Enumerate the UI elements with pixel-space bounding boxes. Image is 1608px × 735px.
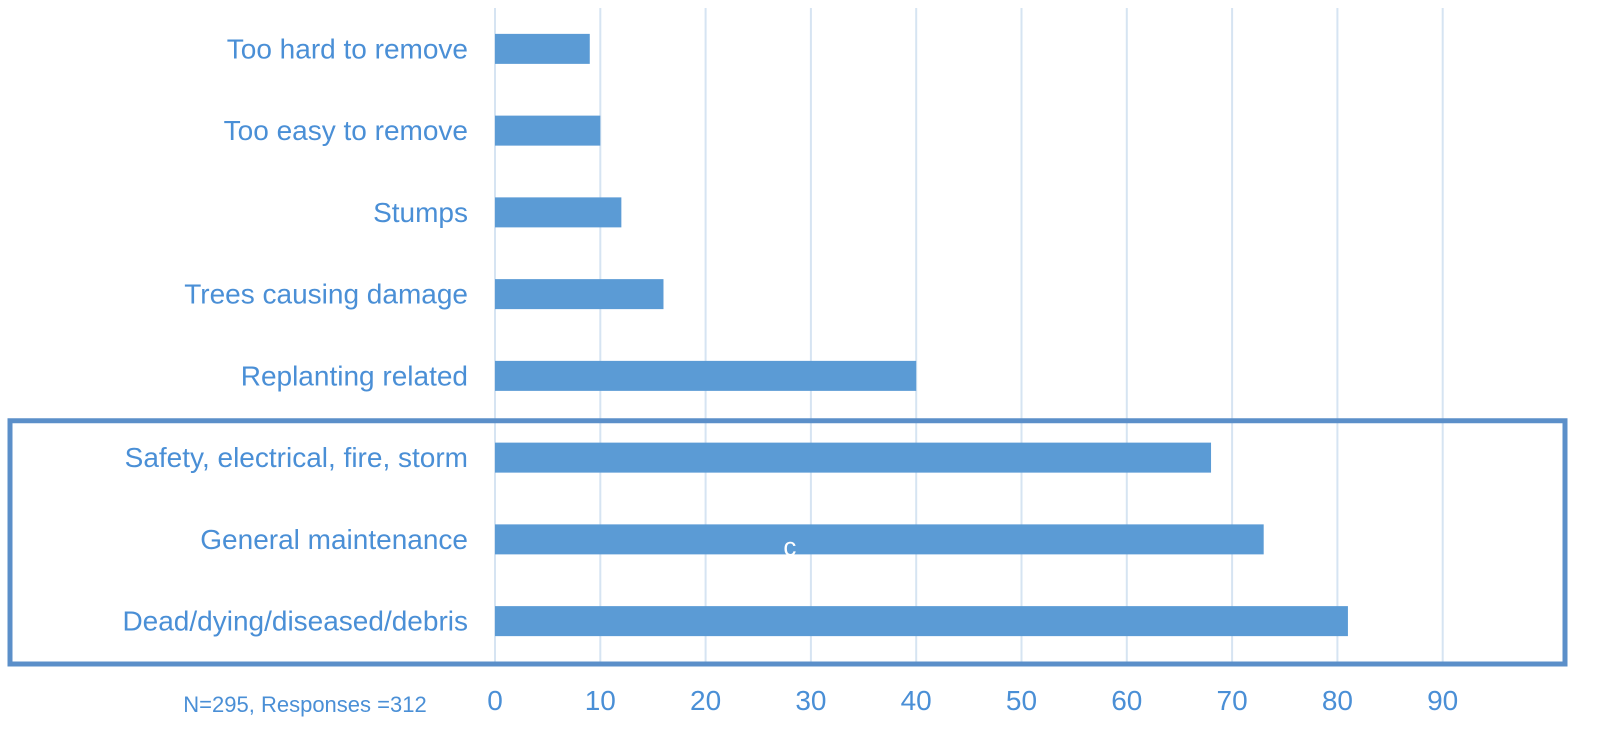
x-tick-label: 50 <box>1006 685 1037 716</box>
bar-too-easy-to-remove <box>495 115 601 146</box>
bar-too-hard-to-remove <box>495 33 590 64</box>
category-label: Trees causing damage <box>184 279 468 310</box>
x-tick-label: 0 <box>487 685 503 716</box>
x-tick-label: 10 <box>585 685 616 716</box>
sample-size-note: N=295, Responses =312 <box>183 692 426 717</box>
category-label: Safety, electrical, fire, storm <box>125 442 468 473</box>
x-tick-labels: 0 10 20 30 40 50 60 70 80 90 <box>487 685 1458 716</box>
x-tick-label: 30 <box>795 685 826 716</box>
highlight-box <box>7 418 1568 667</box>
x-tick-label: 70 <box>1217 685 1248 716</box>
category-label: Too hard to remove <box>227 33 468 64</box>
bar-stumps <box>495 197 622 228</box>
bar-replanting-related <box>495 360 917 391</box>
category-labels: Too hard to remove Too easy to remove Stum… <box>122 33 468 636</box>
category-label: Too easy to remove <box>224 115 468 146</box>
category-label: General maintenance <box>200 524 468 555</box>
bar-trees-causing-damage <box>495 279 664 310</box>
x-tick-label: 80 <box>1322 685 1353 716</box>
x-tick-label: 40 <box>901 685 932 716</box>
category-label: Dead/dying/diseased/debris <box>122 606 468 637</box>
x-tick-label: 20 <box>690 685 721 716</box>
category-label: Replanting related <box>241 360 468 391</box>
bar-general-maintenance <box>495 524 1264 555</box>
bar-safety-electrical-fire-storm <box>495 442 1212 473</box>
bar-dead-dying-diseased-debris <box>495 606 1348 637</box>
category-label: Stumps <box>373 197 468 228</box>
gridlines <box>494 8 1444 665</box>
x-tick-label: 60 <box>1111 685 1142 716</box>
bars <box>495 33 1348 637</box>
x-tick-label: 90 <box>1427 685 1458 716</box>
stray-text: c <box>783 531 796 561</box>
